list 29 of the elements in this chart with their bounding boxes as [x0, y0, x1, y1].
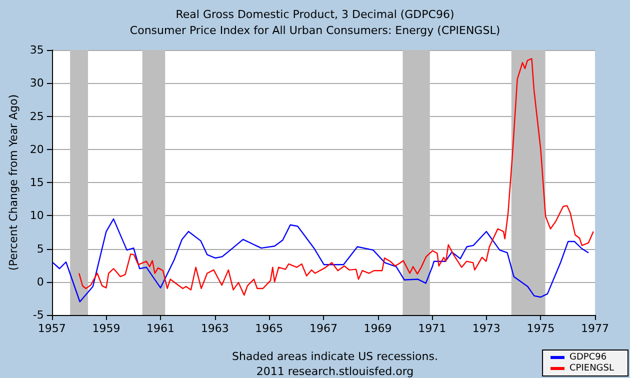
y-axis-title: (Percent Change from Year Ago)	[7, 94, 20, 271]
x-tick-label: 1965	[255, 322, 284, 335]
legend-label: GDPC96	[570, 352, 607, 362]
y-tick-label: 5	[36, 242, 44, 256]
chart-subtitle: Consumer Price Index for All Urban Consumers: Energy (CPIENGSL)	[130, 24, 500, 37]
y-tick-label: 35	[30, 44, 44, 56]
y-tick-label: 0	[36, 275, 44, 288]
x-tick-label: 1971	[418, 322, 446, 335]
x-tick-label: 1961	[146, 322, 175, 335]
text: 2011 research.stlouisfed.org	[256, 365, 414, 378]
y-tick-label: 30	[30, 76, 44, 90]
y-tick-label: 10	[30, 209, 44, 222]
y-tick-label: -5	[32, 308, 44, 322]
chart-title: Real Gross Domestic Product, 3 Decimal (GDPC96)	[176, 8, 454, 21]
text: Shaded areas indicate US recessions.	[232, 350, 438, 363]
x-tick-label: 1959	[92, 322, 120, 335]
y-tick-label: 15	[30, 176, 44, 189]
x-tick-label: 1969	[364, 322, 392, 335]
x-tick-label: 1963	[200, 322, 229, 335]
legend-label: CPIENGSL	[570, 364, 614, 374]
y-tick-label: 20	[30, 142, 44, 156]
line-series	[52, 218, 590, 302]
x-tick-label: 1977	[581, 322, 609, 335]
x-tick-label: 1973	[472, 322, 500, 335]
x-tick-label: 1967	[309, 322, 338, 335]
x-tick-label: 1957	[38, 322, 66, 335]
y-tick-label: 25	[30, 110, 44, 123]
line-series	[78, 58, 594, 296]
x-tick-label: 1975	[526, 322, 555, 335]
